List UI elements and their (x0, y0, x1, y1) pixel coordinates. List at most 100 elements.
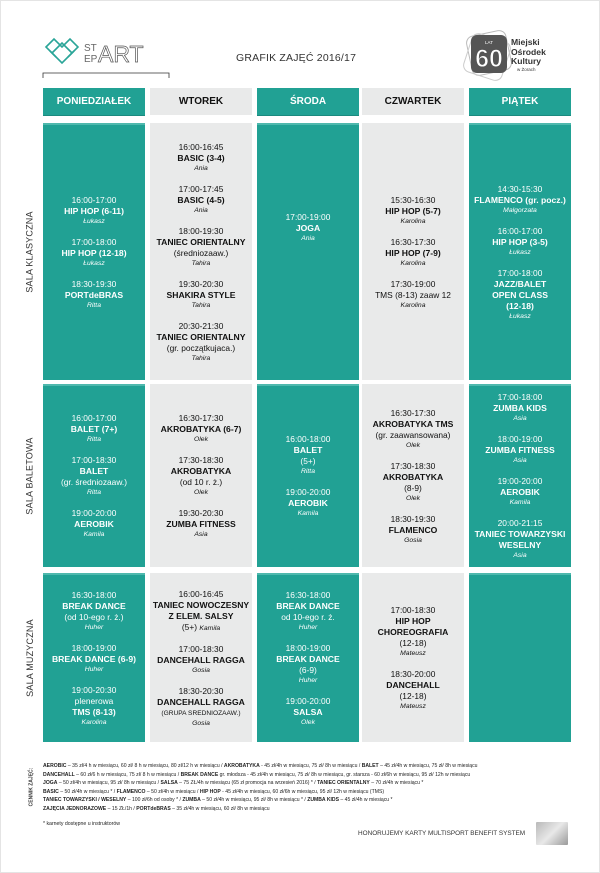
class-detail: (od 10-ego r. ż.) (64, 611, 124, 622)
pricing-item-rates: – 50 zł/4h w miesiącu, 95 zł/ 8h w miesi… (200, 797, 308, 804)
mok-name-line: Ośrodek (511, 46, 546, 57)
class-entry: 19:30-20:30 SHAKIRA STYLE Tahira (167, 279, 236, 311)
class-time: 16:00-16:45 (178, 588, 224, 599)
class-time: 19:00-20:00 (71, 508, 117, 518)
class-time: 16:30-18:00 (71, 589, 117, 600)
class-name: BREAK DANCE (276, 600, 340, 611)
schedule-cell: 16:00-17:00 HIP HOP (6-11) Łukasz 17:00-18:… (43, 123, 145, 380)
class-time: 18:00-19:00 (71, 642, 117, 653)
class-name: AKROBATYKA (170, 466, 232, 476)
class-instructor: Malgorzata (503, 206, 537, 214)
schedule-cell: 15:30-16:30 HIP HOP (5-7) Karolina 16:30-17… (362, 123, 464, 380)
class-entry: 18:30-19:30 PORTdeBRAS Ritta (65, 279, 123, 311)
class-entry: 18:30-20:00 DANCEHALL (12-18) Mateusz (386, 669, 439, 712)
class-time: 15:30-16:30 (390, 194, 436, 205)
class-instructor: Huher (84, 665, 104, 673)
class-name: ZUMBA FITNESS (166, 519, 236, 529)
room-label: SALA BALETOWA (18, 384, 42, 567)
class-instructor: Asia (513, 415, 527, 422)
schedule-cell: 16:30-18:00 BREAK DANCE (od 10-ego r. ż.) H… (43, 573, 145, 742)
class-name: FLAMENCO (gr. pocz.) (474, 194, 566, 205)
class-time: 19:30-20:30 (178, 508, 224, 518)
class-detail: od 10-ego r. ż. (281, 611, 335, 622)
pricing-line: BASIC – 50 zł/4h w miesiącu * / FLAMENCO… (43, 788, 477, 797)
mok-name-line: Kultury (511, 56, 542, 66)
class-entry: 16:00-18:00 BALET (5+) Ritta (286, 434, 331, 477)
class-name: TMS (8-13) (72, 706, 116, 717)
day-header-0: PONIEDZIAŁEK (43, 88, 145, 116)
class-entry: 16:30-18:00 BREAK DANCE od 10-ego r. ż. Huh… (276, 590, 340, 633)
class-time: 16:00-16:45 (178, 141, 224, 152)
pricing-item-rates: - 45 zł/4h w miesiącu, 60 zł/6h w miesią… (220, 788, 385, 795)
pricing-item-rates: – 70 zł/4h w miesiącu * (369, 780, 424, 787)
class-time: 18:00-19:00 (497, 434, 543, 444)
class-name: TANIEC ORIENTALNY (156, 331, 246, 342)
pricing-item-name: TANIEC ORIENTALNY (317, 780, 370, 787)
class-name: JOGA (295, 223, 321, 233)
class-time: 19:00-20:00 (285, 487, 331, 497)
class-detail: (od 10 r. ż.) (179, 477, 223, 487)
day-header-2: ŚRODA (257, 88, 359, 116)
class-time: 17:30-18:30 (390, 460, 436, 471)
class-time: 16:30-17:30 (390, 407, 436, 418)
mok-logo: LAT 60 (463, 30, 512, 81)
class-instructor: Olek (406, 441, 420, 449)
class-detail: (średniozaaw.) (173, 247, 229, 258)
schedule-cell: 16:30-18:00 BREAK DANCE od 10-ego r. ż. Huh… (257, 573, 359, 742)
pricing-item-name: BALET (361, 763, 379, 769)
class-name: HIP HOP (12-18) (61, 247, 127, 258)
pricing-list: AEROBIC – 35 zł/4 h w miesiącu, 60 zł/ 8… (43, 762, 477, 814)
class-entry: 16:30-17:30 HIP HOP (7-9) Karolina (385, 237, 441, 269)
pricing-item-rates: – 50 zł/4h w miesiącu, 95 zł/ 8h w miesi… (57, 780, 161, 787)
class-name: AEROBIK (74, 519, 114, 529)
pricing-item-name: SALSA (160, 780, 178, 787)
class-name: OPEN CLASS (492, 289, 548, 300)
class-instructor: Olek (301, 718, 315, 726)
class-time: 18:30-19:30 (71, 278, 117, 289)
class-entry: 19:00-20:00 SALSA Olek (286, 696, 331, 728)
class-entry: 19:00-20:30 plenerowa TMS (8-13) Karolina (72, 685, 117, 728)
class-detail: (5+) (181, 621, 198, 632)
room-label: SALA KLASYCZNA (18, 123, 42, 380)
pricing-item-rates: – 45 zł/4h w miesiącu, 75 zł/ 8h w miesi… (378, 763, 478, 769)
class-time: 19:00-20:30 (71, 684, 117, 695)
pricing-line: DANCEHALL – 60 zł/6 h w miesiącu, 75 zł/… (43, 771, 477, 780)
mok-badge-lat: LAT (485, 40, 493, 45)
class-instructor: Kamila (83, 531, 105, 538)
class-name: AKROBATYKA (6-7) (160, 424, 242, 434)
class-name: BALET (79, 466, 109, 476)
class-time: 17:00-18:00 (497, 267, 543, 278)
class-entry: 16:00-17:00 HIP HOP (3-5) Łukasz (492, 226, 548, 258)
class-name: HIP HOP (5-7) (385, 205, 441, 216)
class-time: 20:30-21:30 (178, 320, 224, 331)
class-name: BASIC (4-5) (177, 194, 225, 205)
class-instructor: Kamila (297, 510, 319, 517)
class-detail: (6-9) (299, 664, 317, 675)
class-name: BREAK DANCE (62, 600, 126, 611)
class-time: 18:00-19:30 (178, 225, 224, 236)
class-instructor: Olek (194, 436, 208, 443)
class-instructor: Mateusz (400, 703, 426, 710)
class-instructor: Tahira (191, 354, 211, 362)
pricing-item-rates: - 45 zł/4h w miesiącu, 75 zł/ 8h w miesi… (259, 763, 362, 769)
schedule-cell: 17:00-18:30 HIP HOP CHOREOGRAFIA (12-18) Mat… (362, 573, 464, 742)
room-label-text: SALA KLASYCZNA (25, 210, 35, 293)
class-time: 17:30-18:30 (178, 455, 224, 465)
pricing-item-rates: – 60 zł/6 h w miesiącu, 75 zł/ 8 h w mie… (74, 771, 181, 778)
class-entry: 17:00-17:45 BASIC (4-5) Ania (177, 184, 224, 216)
class-time: 16:00-17:00 (71, 413, 117, 423)
multisport-notice: HONORUJEMY KARTY MULTISPORT BENEFIT SYST… (358, 830, 526, 837)
multisport-card-image (536, 822, 568, 845)
pricing-item-rates: – 100 zł/6h od osoby * / (126, 797, 183, 804)
class-time: 19:30-20:30 (178, 278, 224, 289)
class-instructor: Kamila (509, 499, 531, 506)
class-time: 17:00-18:30 (178, 643, 224, 654)
class-time: 16:30-17:30 (390, 236, 436, 247)
class-name: TANIEC NOWOCZESNY (152, 599, 250, 610)
pricing-item-name: DANCEHALL (43, 771, 75, 778)
class-entry: 19:30-20:30 ZUMBA FITNESS Asia (166, 508, 235, 540)
pricing-item-rates: gr. młodsza - 45 zł/4h w miesiącu, 75 zł… (218, 771, 471, 778)
class-name: CHOREOGRAFIA (377, 627, 449, 637)
class-instructor: Karolina (400, 217, 426, 225)
mok-name-line: Miejski (511, 37, 540, 47)
